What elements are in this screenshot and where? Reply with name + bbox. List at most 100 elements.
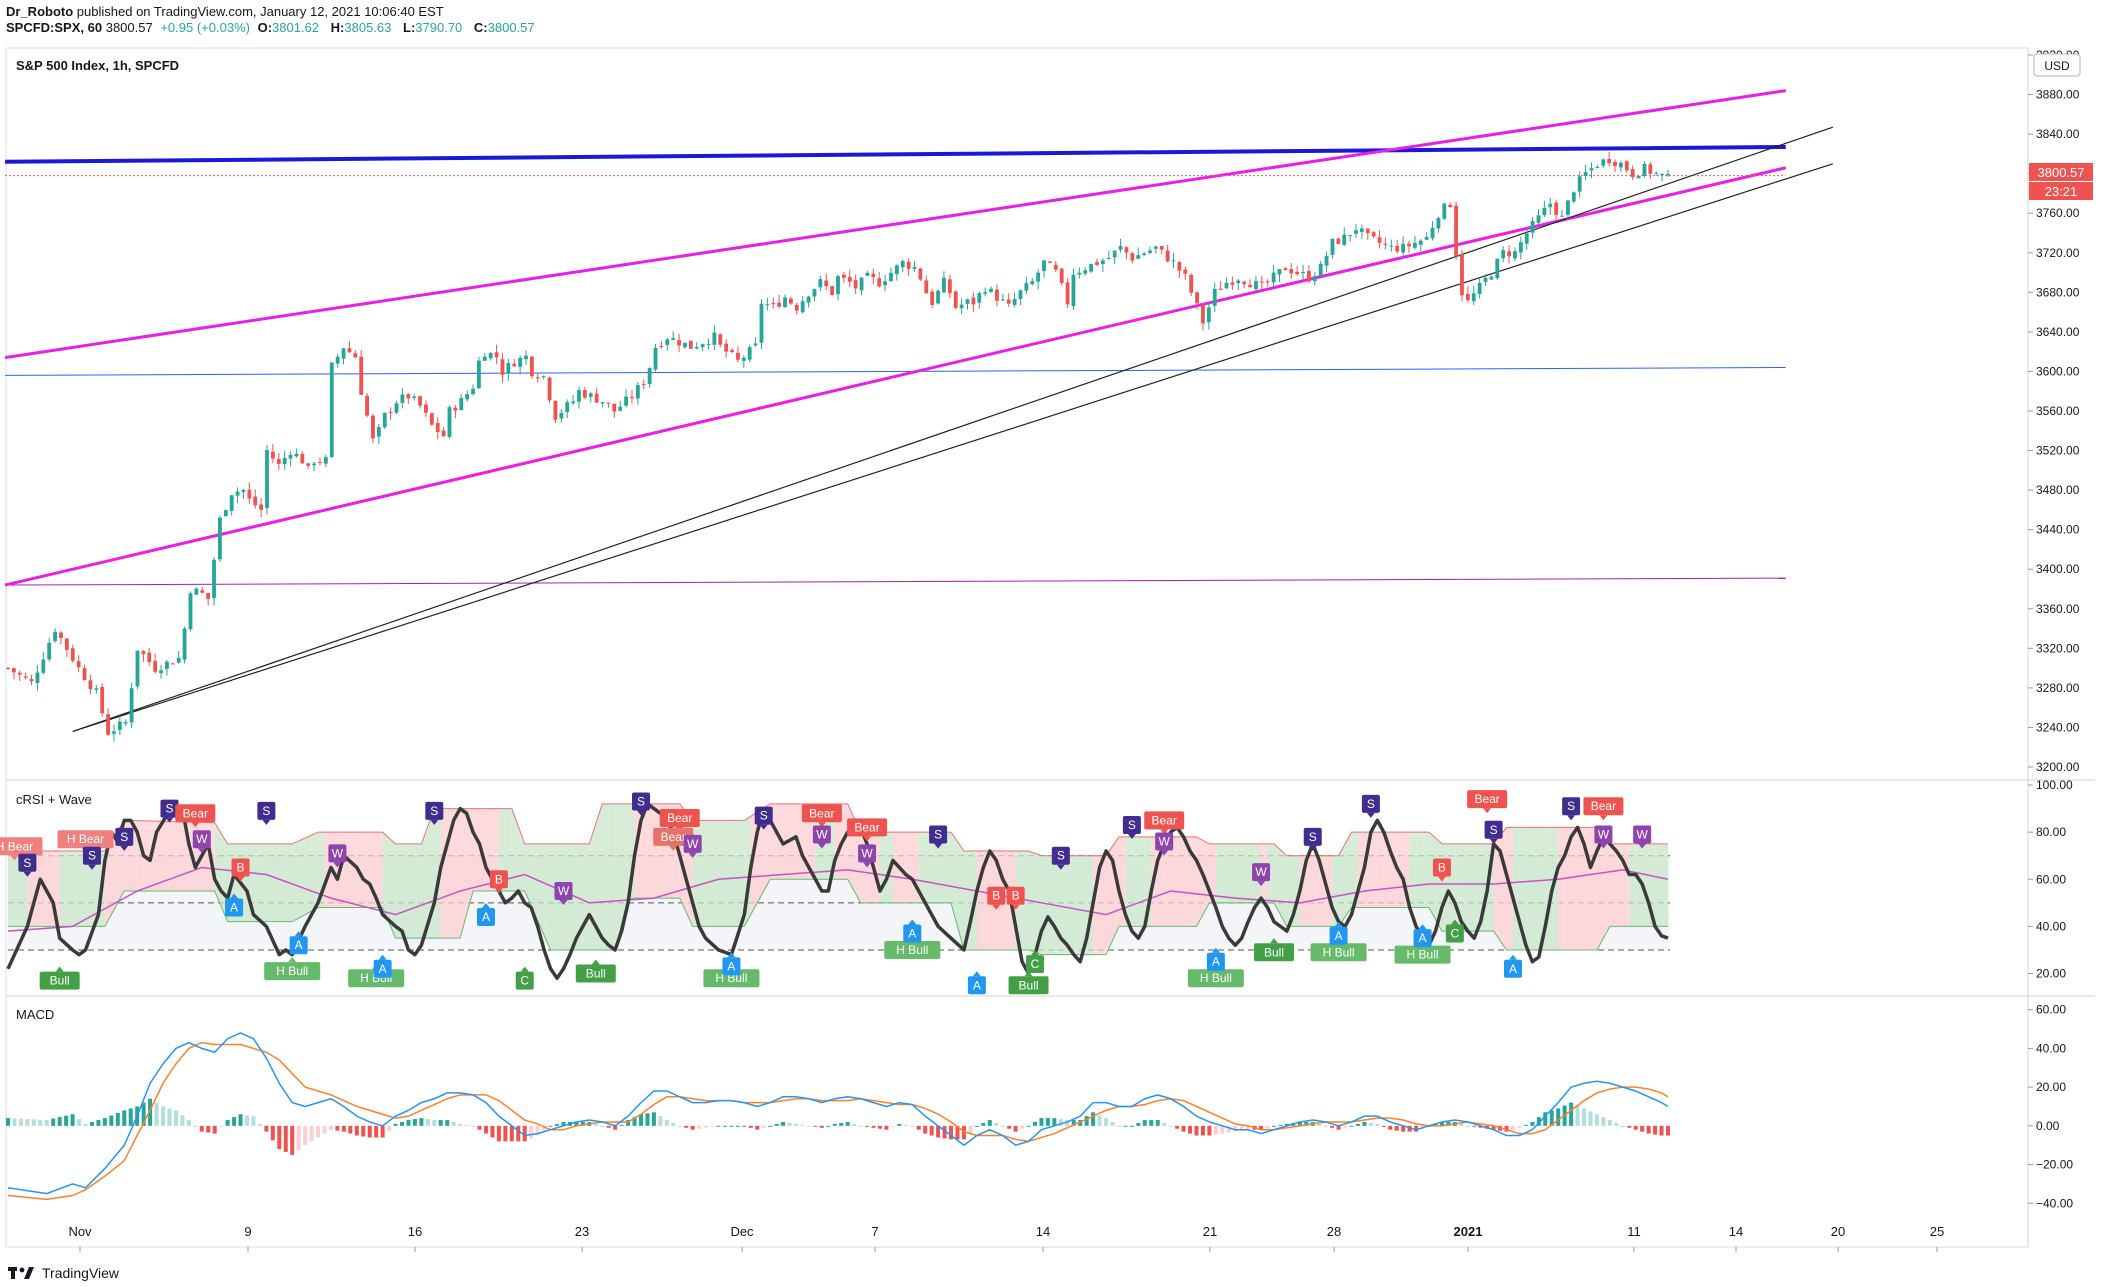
signal-label-text: Bull: [586, 967, 606, 981]
signal-label-pointer: [1308, 845, 1317, 851]
candle-body: [1489, 276, 1494, 280]
price-tick-label: 3280.00: [2036, 681, 2080, 695]
candle-body: [1495, 258, 1500, 279]
candle-body: [388, 412, 393, 414]
wave-cloud-slice: [175, 821, 183, 892]
candle-body: [1401, 243, 1406, 253]
macd-histogram-bar: [619, 1124, 624, 1126]
low-value: 3790.70: [415, 20, 463, 35]
footer-brand[interactable]: TradingView: [8, 1265, 119, 1281]
signal-label-box: [858, 844, 877, 863]
candle-body: [1171, 260, 1176, 262]
signal-label-box: [631, 792, 650, 811]
candle-body: [1501, 250, 1506, 259]
signal-label-pointer: [333, 862, 342, 868]
candle-body: [1277, 269, 1282, 275]
wave-cloud-slice: [647, 803, 654, 899]
candle-body: [1389, 245, 1394, 247]
candle-body: [1324, 256, 1329, 266]
wave-cloud-slice: [1183, 836, 1191, 927]
macd-histogram-bar: [270, 1125, 275, 1141]
signal-label-text: S: [1309, 830, 1317, 844]
wave-cloud-slice: [1073, 855, 1081, 955]
currency-badge[interactable]: [2033, 53, 2081, 77]
macd-pane[interactable]: [6, 1032, 1670, 1201]
macd-histogram-bar: [1666, 1125, 1670, 1136]
candle-body: [947, 279, 952, 294]
candle-body: [471, 388, 475, 394]
macd-histogram-bar: [31, 1119, 36, 1126]
candle-body: [100, 686, 105, 714]
publisher-name[interactable]: Dr_Roboto: [6, 4, 74, 19]
wave-cloud-slice: [1577, 827, 1585, 950]
wave-cloud-slice: [983, 850, 990, 950]
signal-label-bull: Bull: [1008, 971, 1049, 995]
wave-cloud-slice: [421, 826, 428, 939]
wave-cloud-upper: [8, 803, 1668, 857]
signal-label-text: A: [482, 910, 490, 924]
candle-body: [606, 402, 611, 404]
signal-label-box: [1144, 811, 1185, 830]
candle-body: [500, 359, 505, 375]
macd-histogram-bar: [1259, 1125, 1264, 1130]
candle-body: [1136, 255, 1141, 259]
price-tick-label: 3640.00: [2036, 325, 2080, 339]
macd-histogram-bar: [1097, 1115, 1102, 1126]
macd-histogram-bar: [832, 1123, 837, 1126]
candle-body: [1036, 272, 1041, 282]
signal-label-text: Bear: [854, 820, 879, 834]
macd-histogram-bar: [1582, 1108, 1587, 1126]
macd-histogram-bar: [1607, 1120, 1612, 1126]
wave-cloud-slice: [505, 808, 512, 892]
wave-cloud-slice: [1345, 832, 1352, 917]
candle-body: [1142, 253, 1147, 255]
signal-label-pointer: [1127, 834, 1136, 840]
candle-body: [665, 339, 670, 345]
low-label: L:: [403, 20, 416, 35]
signal-label-s: S: [18, 853, 37, 877]
crsi-tick-label: 20.00: [2036, 967, 2066, 981]
candle-body: [618, 406, 623, 411]
price-pane[interactable]: [4, 89, 1834, 742]
candle-body: [894, 265, 899, 275]
candle-body: [1471, 293, 1476, 302]
last-price-tag-text: 3800.57: [2038, 165, 2085, 180]
symbol-label[interactable]: SPCFD:SPX, 60: [6, 20, 103, 35]
wave-cloud-slice: [1338, 843, 1346, 927]
candle-body: [753, 343, 758, 346]
signal-label-s: S: [1122, 816, 1141, 840]
candle-body: [218, 517, 222, 560]
macd-histogram-bar: [1078, 1120, 1083, 1126]
wave-cloud-slice: [1273, 843, 1281, 915]
macd-histogram-bar: [1136, 1122, 1141, 1126]
macd-histogram-bar: [535, 1125, 540, 1136]
candle-body: [983, 292, 988, 294]
signal-label-b: B: [1432, 858, 1451, 882]
macd-histogram-bar: [1194, 1125, 1199, 1136]
wave-cloud-slice: [602, 803, 609, 950]
macd-histogram-bar: [858, 1125, 863, 1127]
signal-label-pointer: [494, 888, 503, 894]
signal-label-box: [1310, 943, 1367, 962]
signal-label-pointer: [1638, 843, 1647, 849]
signal-label-a: A: [967, 971, 986, 995]
candle-body: [1442, 203, 1447, 219]
macd-histogram-bar: [580, 1121, 585, 1126]
candle-body: [588, 393, 593, 397]
macd-histogram-bar: [257, 1123, 262, 1126]
wave-cloud-slice: [653, 803, 661, 899]
candle-body: [630, 396, 634, 399]
signal-label-w: W: [812, 825, 831, 849]
candle-body: [229, 495, 234, 511]
macd-histogram-bar: [684, 1125, 689, 1128]
wave-cloud-slice: [1196, 836, 1203, 927]
signal-label-box: [929, 825, 948, 844]
signal-label-box: [683, 834, 702, 853]
candle-body: [541, 376, 546, 378]
time-axis[interactable]: Nov 9 16 23 Dec 7 14 21 28 2021 11 14 20 25: [68, 1224, 1944, 1252]
macd-histogram-bar: [335, 1125, 340, 1131]
macd-histogram-bar: [781, 1121, 786, 1126]
candle-body: [488, 352, 493, 359]
